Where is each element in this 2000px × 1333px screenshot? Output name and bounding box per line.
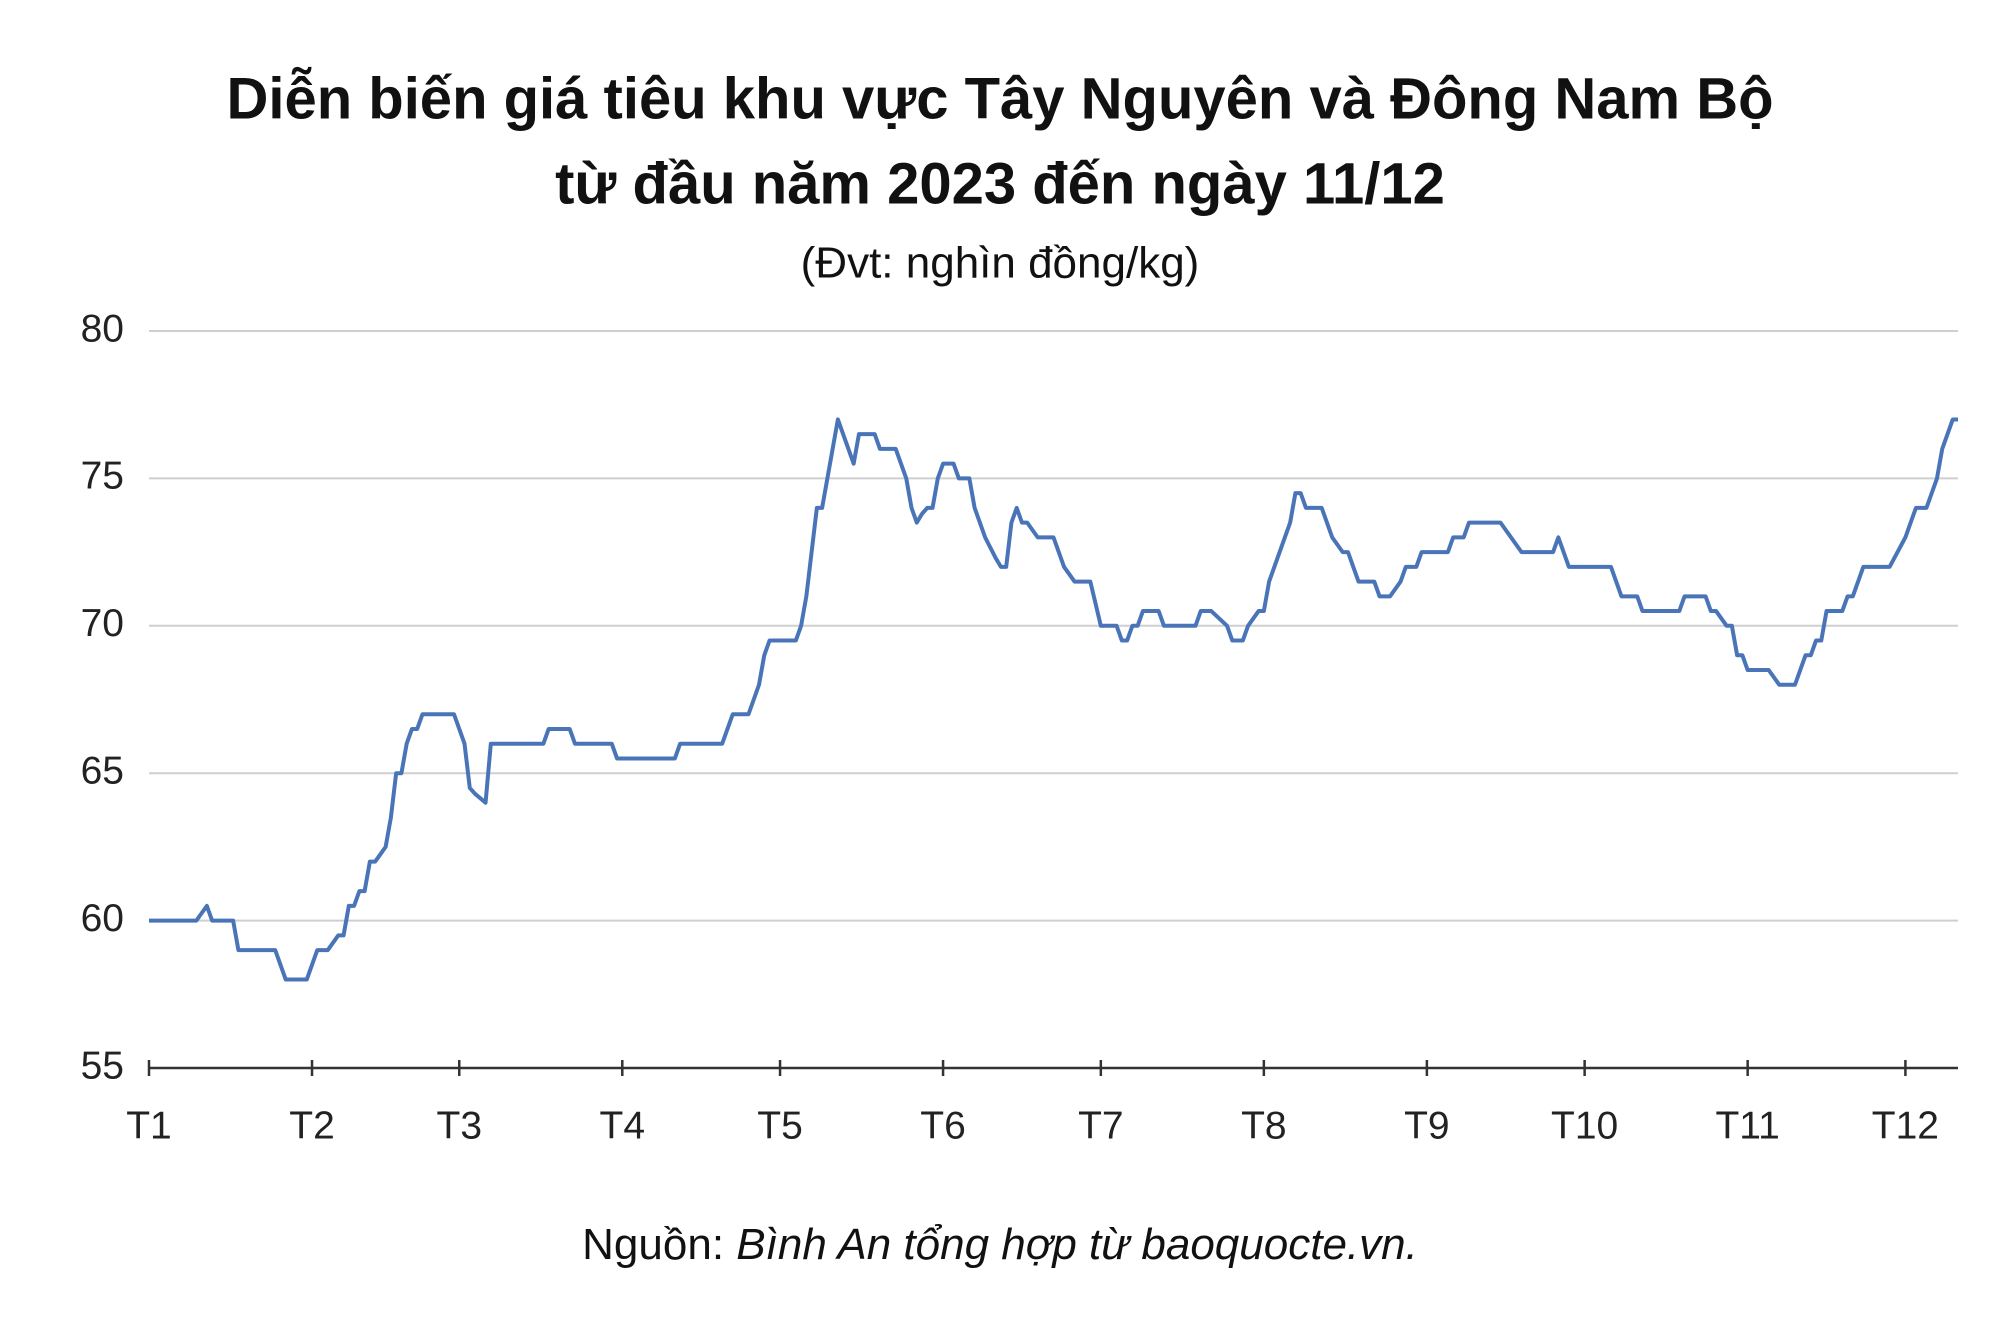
x-tick-label: T8: [1241, 1104, 1287, 1147]
chart-title: từ đầu năm 2023 đến ngày 11/12: [555, 151, 1445, 216]
price-line: [149, 417, 1958, 982]
chart-subtitle: (Đvt: nghìn đồng/kg): [801, 239, 1200, 288]
x-tick-label: T5: [757, 1104, 803, 1147]
y-tick-label: 55: [81, 1044, 124, 1087]
source-text: Bình An tổng hợp từ baoquocte.vn.: [736, 1220, 1418, 1269]
y-tick-label: 75: [81, 455, 124, 498]
x-tick-label: T12: [1872, 1104, 1939, 1147]
x-tick-label: T1: [126, 1104, 172, 1147]
x-tick-label: T7: [1078, 1104, 1124, 1147]
y-tick-label: 80: [81, 307, 124, 350]
x-tick-label: T4: [600, 1104, 646, 1147]
x-tick-label: T6: [920, 1104, 966, 1147]
x-tick-label: T2: [289, 1104, 335, 1147]
y-tick-label: 60: [81, 897, 124, 940]
x-tick-label: T3: [437, 1104, 483, 1147]
chart-title: Diễn biến giá tiêu khu vực Tây Nguyên và…: [226, 66, 1773, 131]
x-tick-label: T10: [1551, 1104, 1618, 1147]
source-label: Nguồn:: [582, 1220, 724, 1269]
y-tick-label: 70: [81, 602, 124, 645]
source: Nguồn: Bình An tổng hợp từ baoquocte.vn.: [582, 1220, 1418, 1269]
x-tick-label: T11: [1715, 1104, 1779, 1147]
x-tick-label: T9: [1404, 1104, 1450, 1147]
y-tick-label: 65: [81, 749, 124, 792]
